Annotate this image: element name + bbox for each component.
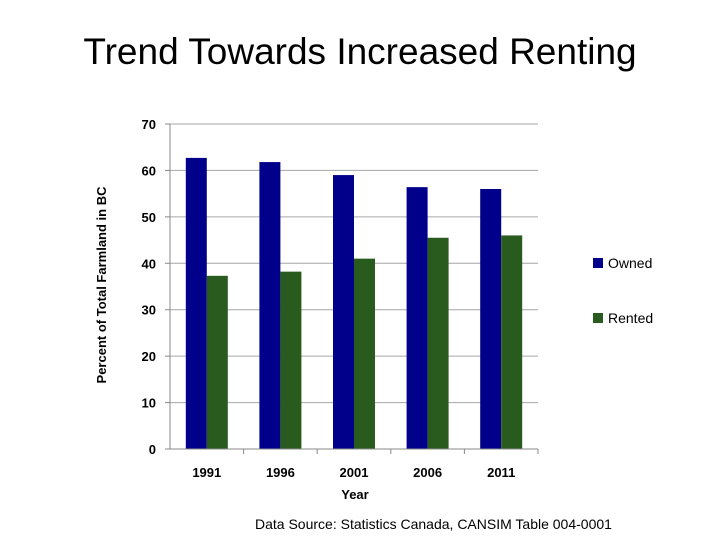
y-tick-label: 50 (142, 210, 156, 225)
y-tick-label: 10 (142, 396, 156, 411)
bar-rented-1996 (280, 271, 302, 449)
y-tick-label: 30 (142, 303, 156, 318)
x-tick-label: 1996 (266, 465, 295, 480)
bar-owned-1991 (185, 157, 207, 449)
bar-rented-1991 (206, 275, 228, 449)
axes (169, 124, 539, 454)
y-tick-label: 70 (142, 117, 156, 132)
y-tick-label: 40 (142, 256, 156, 271)
legend-label-rented: Rented (608, 310, 653, 326)
bar-rented-2011 (501, 235, 523, 449)
x-axis-label: Year (341, 487, 368, 502)
y-axis-label: Percent of Total Farmland in BC (94, 186, 109, 384)
bar-owned-2001 (333, 175, 354, 450)
bar-rented-2001 (354, 258, 375, 449)
bar-rented-2006 (427, 237, 449, 449)
legend-swatch-rented (593, 313, 603, 323)
legend-swatch-owned (593, 258, 603, 268)
x-tick-label: 2011 (487, 465, 515, 480)
y-tick-label: 0 (149, 442, 156, 457)
x-tick-label: 2006 (413, 465, 442, 480)
bar-owned-1996 (259, 162, 281, 450)
bars (185, 157, 523, 450)
legend: Owned Rented (593, 255, 653, 326)
x-tick-label: 2001 (340, 465, 369, 480)
y-tick-labels: 0 10 20 30 40 50 60 70 (142, 117, 156, 457)
y-tick-label: 60 (142, 163, 156, 178)
x-tick-labels: 1991 1996 2001 2006 2011 (192, 465, 515, 480)
x-tick-label: 1991 (192, 465, 221, 480)
slide-title: Trend Towards Increased Renting (83, 31, 637, 72)
bar-owned-2006 (406, 187, 428, 449)
bar-owned-2011 (480, 189, 502, 449)
y-tick-label: 20 (142, 349, 156, 364)
legend-label-owned: Owned (608, 255, 652, 271)
data-source-note: Data Source: Statistics Canada, CANSIM T… (255, 516, 612, 532)
